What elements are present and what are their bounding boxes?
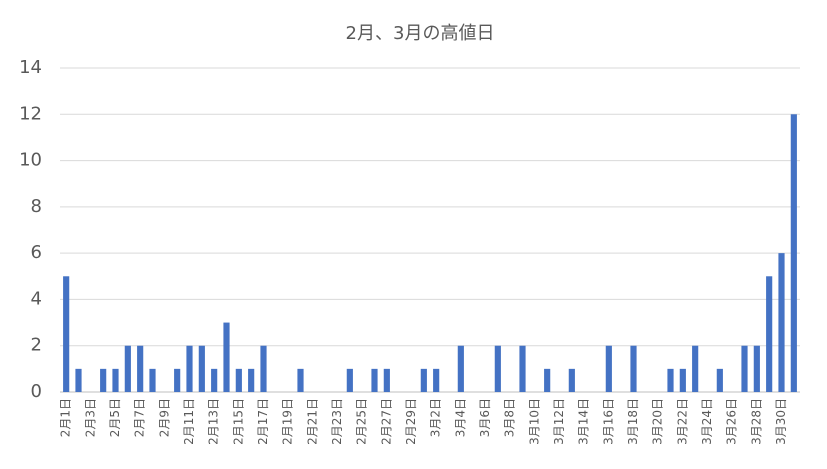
bar (790, 114, 797, 393)
bar (778, 253, 785, 392)
bar (716, 368, 723, 392)
bar (457, 345, 464, 392)
bar (630, 345, 637, 392)
x-tick-label: 2月13日 (207, 398, 221, 445)
x-tick-label: 2月21日 (305, 398, 319, 445)
bar (679, 368, 686, 392)
bar (753, 345, 760, 392)
bar (667, 368, 674, 392)
bar (223, 322, 230, 392)
bar (544, 368, 551, 392)
x-tick-label: 3月20日 (651, 398, 665, 445)
bar (383, 368, 390, 392)
bar (605, 345, 612, 392)
x-tick-label: 2月17日 (256, 398, 270, 445)
bar (75, 368, 82, 392)
bar (149, 368, 156, 392)
x-tick-label: 3月10日 (527, 398, 541, 445)
bar (112, 368, 119, 392)
y-tick-label: 4 (31, 288, 42, 309)
y-tick-label: 12 (19, 103, 42, 124)
x-tick-label: 2月23日 (330, 398, 344, 445)
bar (741, 345, 748, 392)
x-tick-label: 2月15日 (231, 398, 245, 445)
y-tick-label: 10 (19, 150, 42, 171)
bar (494, 345, 501, 392)
y-tick-label: 0 (31, 381, 42, 402)
y-tick-label: 14 (19, 57, 42, 78)
x-tick-label: 2月25日 (355, 398, 369, 445)
x-tick-label: 3月18日 (626, 398, 640, 445)
x-tick-label: 3月6日 (478, 398, 492, 437)
x-tick-label: 2月5日 (108, 398, 122, 437)
bar (346, 368, 353, 392)
bar (186, 345, 193, 392)
x-tick-label: 2月3日 (83, 398, 97, 437)
bar (519, 345, 526, 392)
x-tick-label: 3月2日 (429, 398, 443, 437)
bar (174, 368, 181, 392)
x-tick-label: 2月9日 (157, 398, 171, 437)
x-tick-label: 3月30日 (774, 398, 788, 445)
bar (433, 368, 440, 392)
x-tick-label: 3月14日 (577, 398, 591, 445)
x-tick-label: 3月24日 (700, 398, 714, 445)
x-tick-label: 3月4日 (453, 398, 467, 437)
x-tick-label: 3月12日 (552, 398, 566, 445)
chart-title: 2月、3月の高値日 (346, 23, 495, 44)
bar (297, 368, 304, 392)
bar (235, 368, 242, 392)
y-tick-label: 6 (31, 242, 42, 263)
x-tick-label: 3月26日 (725, 398, 739, 445)
bar (124, 345, 131, 392)
bar (100, 368, 107, 392)
y-tick-label: 2 (31, 335, 42, 356)
bar (260, 345, 267, 392)
x-tick-label: 2月7日 (133, 398, 147, 437)
bar (248, 368, 255, 392)
x-tick-label: 3月16日 (601, 398, 615, 445)
bar (420, 368, 427, 392)
bar (371, 368, 378, 392)
x-tick-label: 3月8日 (503, 398, 517, 437)
bar (568, 368, 575, 392)
y-tick-label: 8 (31, 196, 42, 217)
x-tick-label: 2月11日 (182, 398, 196, 445)
x-tick-label: 2月1日 (59, 398, 73, 437)
x-tick-label: 3月28日 (749, 398, 763, 445)
bar (692, 345, 699, 392)
bar (63, 276, 70, 392)
x-tick-label: 3月22日 (675, 398, 689, 445)
x-tick-label: 2月29日 (404, 398, 418, 445)
x-tick-label: 2月27日 (379, 398, 393, 445)
bar (211, 368, 218, 392)
x-tick-label: 2月19日 (281, 398, 295, 445)
bar (137, 345, 144, 392)
bar (198, 345, 205, 392)
bar (766, 276, 773, 392)
